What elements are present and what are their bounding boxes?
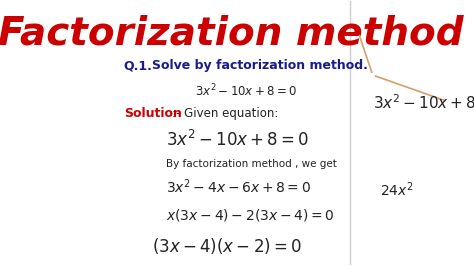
- Text: :- Given equation:: :- Given equation:: [172, 107, 278, 120]
- Text: $x(3x-4)-2(3x-4)=0$: $x(3x-4)-2(3x-4)=0$: [166, 207, 335, 223]
- Text: $24x^2$: $24x^2$: [380, 180, 414, 199]
- Text: $3x^2 -10x+8$: $3x^2 -10x+8$: [373, 94, 474, 112]
- Text: Solve by factorization method.: Solve by factorization method.: [152, 59, 368, 72]
- Text: By factorization method , we get: By factorization method , we get: [166, 159, 337, 169]
- Text: $(3x-4)(x-2)=0$: $(3x-4)(x-2)=0$: [152, 236, 302, 256]
- Text: $3x^2 - 10x + 8 = 0$: $3x^2 - 10x + 8 = 0$: [166, 130, 310, 151]
- Text: $3x^2 -4x-6x+8=0$: $3x^2 -4x-6x+8=0$: [166, 178, 311, 196]
- Text: $3x^2 -10x+8=0$: $3x^2 -10x+8=0$: [195, 83, 297, 99]
- Text: Solution: Solution: [124, 107, 182, 120]
- Text: Factorization method: Factorization method: [0, 15, 463, 53]
- Text: Q.1.: Q.1.: [124, 59, 153, 72]
